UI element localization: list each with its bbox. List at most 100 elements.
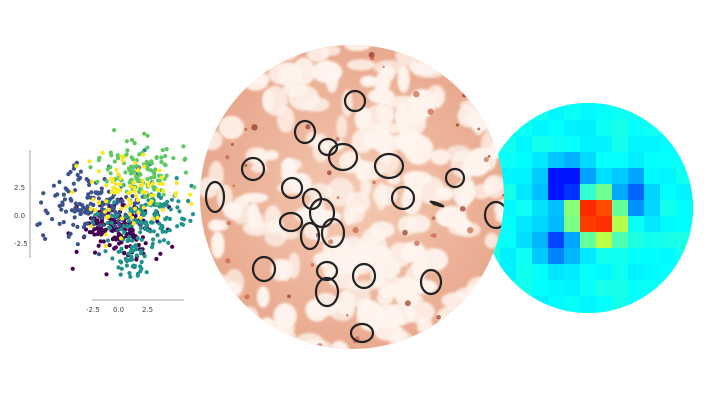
scatter-point bbox=[138, 215, 143, 220]
tissue-lobule bbox=[401, 244, 418, 263]
scatter-point bbox=[134, 253, 139, 258]
scatter-point bbox=[151, 184, 156, 189]
scatter-point bbox=[168, 207, 173, 212]
heatmap-cell bbox=[628, 296, 644, 312]
scatter-point bbox=[143, 226, 148, 231]
heatmap-cell bbox=[548, 168, 564, 184]
tissue-microscopy-circle bbox=[200, 45, 504, 354]
heatmap-cell bbox=[532, 168, 548, 184]
stain-speck bbox=[487, 155, 491, 158]
scatter-point bbox=[138, 251, 143, 256]
heatmap-cell bbox=[676, 264, 692, 280]
heatmap-cell bbox=[628, 103, 644, 104]
scatter-point bbox=[136, 210, 141, 215]
stain-speck bbox=[491, 122, 497, 129]
heatmap-cell bbox=[612, 264, 628, 280]
heatmap-cell bbox=[500, 264, 516, 280]
scatter-point bbox=[154, 155, 159, 160]
scatter-point bbox=[66, 234, 71, 239]
heatmap-cell bbox=[564, 152, 580, 168]
scatter-point bbox=[155, 212, 160, 217]
heatmap-cell bbox=[596, 312, 612, 313]
tissue-lobule bbox=[346, 191, 371, 214]
tissue-lobule bbox=[341, 236, 366, 261]
stain-speck bbox=[313, 351, 316, 354]
scatter-point bbox=[128, 171, 133, 176]
scatter-point bbox=[160, 181, 165, 186]
heatmap-cell bbox=[628, 264, 644, 280]
heatmap-cell bbox=[548, 280, 564, 296]
scatter-point bbox=[89, 224, 94, 229]
heatmap-cell bbox=[532, 184, 548, 200]
heatmap-cell bbox=[516, 120, 532, 136]
heatmap-cell bbox=[564, 280, 580, 296]
heatmap-cell bbox=[596, 136, 612, 152]
heatmap-cell bbox=[500, 103, 516, 104]
scatter-point bbox=[154, 256, 159, 262]
tissue-lobule bbox=[336, 114, 348, 139]
scatter-point bbox=[50, 217, 55, 222]
heatmap-cell bbox=[644, 200, 660, 216]
scatter-point bbox=[125, 148, 130, 153]
scatter-point bbox=[87, 159, 92, 164]
scatter-point bbox=[61, 220, 66, 225]
scatter-point bbox=[118, 176, 123, 181]
scatter-point bbox=[156, 192, 161, 197]
tissue-lobule bbox=[229, 72, 241, 95]
scatter-point bbox=[124, 204, 129, 209]
stain-speck bbox=[305, 124, 311, 130]
stain-speck bbox=[352, 227, 359, 234]
scatter-point bbox=[51, 183, 57, 188]
heatmap-cell bbox=[484, 103, 500, 104]
scatter-point bbox=[155, 233, 160, 238]
scatter-point bbox=[188, 218, 193, 223]
heatmap-cell bbox=[628, 152, 644, 168]
stain-speck bbox=[232, 184, 236, 188]
scatter-point bbox=[104, 199, 109, 204]
heatmap-cell bbox=[644, 232, 660, 248]
heatmap-cell bbox=[692, 104, 693, 120]
heatmap-cell bbox=[532, 152, 548, 168]
heatmap-cell bbox=[612, 296, 628, 312]
cell-outline bbox=[483, 200, 504, 230]
scatter-point bbox=[112, 190, 117, 195]
scatter-point bbox=[70, 266, 75, 271]
scatter-point bbox=[156, 178, 161, 183]
scatter-point bbox=[149, 219, 154, 225]
tissue-lobule bbox=[483, 176, 503, 194]
tissue-lobule bbox=[484, 232, 499, 249]
scatter-point bbox=[164, 173, 169, 178]
heatmap-cell bbox=[596, 104, 612, 120]
stain-speck bbox=[335, 137, 340, 142]
scatter-point bbox=[105, 238, 111, 243]
tissue-lobule bbox=[333, 247, 348, 278]
scatter-point bbox=[152, 175, 157, 180]
heatmap-cell bbox=[660, 103, 676, 104]
scatter-point bbox=[103, 232, 109, 237]
tissue-lobule bbox=[431, 327, 451, 345]
scatter-point bbox=[190, 212, 196, 217]
heatmap-cell bbox=[564, 120, 580, 136]
heatmap-cell bbox=[532, 312, 548, 313]
scatter-point bbox=[170, 244, 175, 249]
scatter-point bbox=[62, 197, 67, 202]
stain-speck bbox=[437, 323, 444, 330]
heatmap-cell bbox=[548, 312, 564, 313]
heatmap-cell bbox=[660, 120, 676, 136]
scatter-point bbox=[160, 148, 165, 153]
heatmap-cell bbox=[596, 152, 612, 168]
heatmap-cell bbox=[532, 264, 548, 280]
tissue-lobule bbox=[278, 62, 303, 88]
scatter-point bbox=[123, 214, 129, 219]
heatmap-cell bbox=[596, 200, 612, 216]
tissue-lobule bbox=[362, 227, 387, 244]
heatmap-cell bbox=[532, 136, 548, 152]
heatmap-cell bbox=[660, 216, 676, 232]
heatmap-cell bbox=[660, 168, 676, 184]
scatter-point bbox=[112, 128, 117, 133]
scatter-point bbox=[161, 238, 167, 243]
scatter-point bbox=[126, 224, 131, 229]
heatmap-cell bbox=[580, 168, 596, 184]
scatter-point bbox=[143, 241, 148, 246]
